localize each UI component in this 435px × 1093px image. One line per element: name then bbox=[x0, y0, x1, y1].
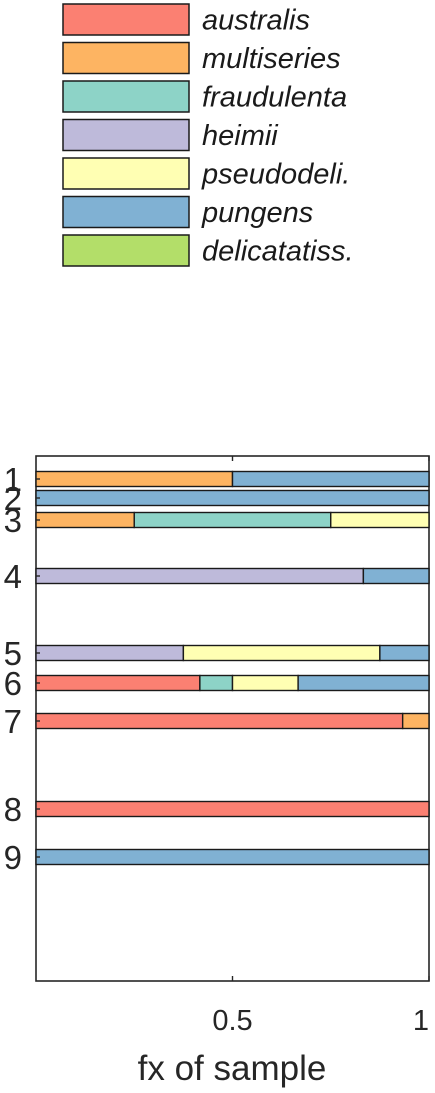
x-tick-label-0: 0.5 bbox=[212, 1005, 252, 1037]
bar-segment-row6-0 bbox=[35, 674, 201, 692]
row-label-9: 9 bbox=[4, 839, 22, 876]
legend-label-6: delicatatiss. bbox=[202, 236, 354, 268]
legend: australis multiseries fraudulenta heimii pse… bbox=[62, 3, 354, 268]
bars bbox=[35, 470, 430, 866]
bar-segment-row7-1 bbox=[401, 712, 430, 730]
legend-label-2: fraudulenta bbox=[202, 82, 347, 114]
legend-swatch-5 bbox=[62, 195, 190, 229]
bar-segment-row6-2 bbox=[231, 674, 299, 692]
row-label-7: 7 bbox=[4, 703, 22, 740]
legend-label-0: australis bbox=[202, 5, 310, 37]
bar-segment-row7-0 bbox=[35, 712, 404, 730]
legend-swatch-3 bbox=[62, 118, 190, 152]
bar-segment-row3-2 bbox=[330, 511, 430, 529]
legend-swatch-0 bbox=[62, 3, 190, 36]
legend-label-1: multiseries bbox=[202, 43, 341, 75]
bar-segment-row2-0 bbox=[35, 489, 430, 507]
bar-segment-row5-1 bbox=[182, 644, 381, 662]
bar-segment-row9-0 bbox=[35, 848, 430, 866]
bar-segment-row5-2 bbox=[379, 644, 430, 662]
legend-swatch-6 bbox=[62, 234, 190, 267]
row-label-2: 2 bbox=[4, 480, 22, 517]
row-label-3: 3 bbox=[4, 502, 22, 539]
bar-segment-row3-1 bbox=[133, 511, 332, 529]
legend-label-5: pungens bbox=[201, 197, 313, 229]
bar-segment-row3-0 bbox=[35, 511, 135, 529]
bar-segment-row5-0 bbox=[35, 644, 185, 662]
x-axis: 0.5 1 bbox=[212, 456, 430, 1037]
x-axis-label: fx of sample bbox=[138, 1049, 327, 1088]
row-label-6: 6 bbox=[4, 665, 22, 702]
bar-segment-row1-1 bbox=[231, 470, 430, 488]
row-labels: 123 4 567 8 9 bbox=[4, 461, 40, 876]
row-label-5: 5 bbox=[4, 635, 22, 672]
bar-segment-row6-1 bbox=[199, 674, 234, 692]
x-tick-label-1: 1 bbox=[413, 1005, 429, 1037]
bar-segment-row6-3 bbox=[297, 674, 430, 692]
row-label-4: 4 bbox=[4, 558, 22, 595]
bar-segment-row1-0 bbox=[35, 470, 234, 488]
bar-segment-row4-0 bbox=[35, 567, 365, 585]
legend-swatch-2 bbox=[62, 80, 190, 113]
legend-label-3: heimii bbox=[202, 120, 279, 152]
legend-label-4: pseudodeli. bbox=[201, 159, 350, 191]
legend-swatch-1 bbox=[62, 41, 190, 75]
legend-swatch-4 bbox=[62, 157, 190, 190]
row-label-1: 1 bbox=[4, 461, 22, 498]
bar-segment-row4-1 bbox=[362, 567, 430, 585]
bar-segment-row8-0 bbox=[35, 800, 430, 818]
row-label-8: 8 bbox=[4, 791, 22, 828]
